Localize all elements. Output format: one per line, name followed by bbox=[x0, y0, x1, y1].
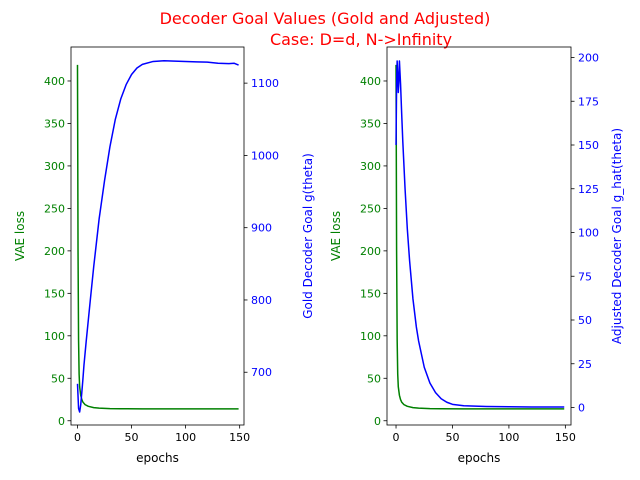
x-tick-label: 50 bbox=[445, 431, 459, 444]
y-right-tick-label: 25 bbox=[578, 358, 592, 371]
y-right-tick-label: 200 bbox=[578, 52, 599, 65]
y-left-tick-label: 50 bbox=[367, 372, 381, 385]
y-left-tick-label: 300 bbox=[44, 160, 65, 173]
y-right-tick-label: 900 bbox=[251, 222, 272, 235]
y-left-tick-label: 400 bbox=[44, 75, 65, 88]
y-left-tick-label: 200 bbox=[44, 245, 65, 258]
y-right-tick-label: 1100 bbox=[251, 77, 279, 90]
y-left-tick-label: 250 bbox=[360, 202, 381, 215]
y-left-tick-label: 250 bbox=[44, 202, 65, 215]
figure-title-line1: Decoder Goal Values (Gold and Adjusted) bbox=[160, 9, 491, 28]
y-left-tick-label: 100 bbox=[360, 330, 381, 343]
y-left-tick-label: 150 bbox=[360, 287, 381, 300]
y-left-tick-label: 0 bbox=[58, 415, 65, 428]
y-right-tick-label: 800 bbox=[251, 294, 272, 307]
plot-frame bbox=[386, 46, 572, 426]
y-right-tick-label: 125 bbox=[578, 183, 599, 196]
y-right-tick-label: 175 bbox=[578, 95, 599, 108]
figure-title-line2: Case: D=d, N->Infinity bbox=[270, 30, 452, 49]
y-left-tick-label: 50 bbox=[51, 372, 65, 385]
x-tick-label: 0 bbox=[393, 431, 400, 444]
y-left-tick-label: 300 bbox=[360, 160, 381, 173]
x-axis-label: epochs bbox=[136, 451, 179, 465]
y-left-tick-label: 100 bbox=[44, 330, 65, 343]
series-line-right-1 bbox=[76, 59, 239, 413]
y-right-tick-label: 75 bbox=[578, 270, 592, 283]
y-right-axis-label: Adjusted Decoder Goal g_hat(theta) bbox=[610, 128, 624, 344]
x-tick-label: 100 bbox=[498, 431, 519, 444]
x-axis-label: epochs bbox=[458, 451, 501, 465]
y-left-axis-label: VAE loss bbox=[329, 211, 343, 261]
x-tick-label: 50 bbox=[125, 431, 139, 444]
y-left-axis-label: VAE loss bbox=[13, 211, 27, 261]
y-left-tick-label: 350 bbox=[360, 117, 381, 130]
y-left-tick-label: 400 bbox=[360, 75, 381, 88]
y-left-tick-label: 0 bbox=[374, 415, 381, 428]
series-line-right-2 bbox=[395, 60, 565, 408]
y-right-tick-label: 150 bbox=[578, 139, 599, 152]
x-tick-label: 0 bbox=[74, 431, 81, 444]
y-left-tick-label: 150 bbox=[44, 287, 65, 300]
series-line-left-2 bbox=[395, 64, 565, 410]
chart-panel-2: 0 50 100 150 0 50 100 150 200 250 300 350 400 0 25 50 75… bbox=[329, 46, 624, 465]
y-right-tick-label: 100 bbox=[578, 227, 599, 240]
y-left-tick-label: 200 bbox=[360, 245, 381, 258]
y-left-tick-label: 350 bbox=[44, 117, 65, 130]
chart-panel-1: 0 50 100 150 0 50 100 150 200 250 300 350 400 700 800 9… bbox=[13, 46, 315, 465]
x-tick-label: 150 bbox=[229, 431, 250, 444]
x-tick-label: 150 bbox=[555, 431, 576, 444]
y-right-tick-label: 700 bbox=[251, 366, 272, 379]
y-right-tick-label: 0 bbox=[578, 402, 585, 415]
y-right-axis-label: Gold Decoder Goal g(theta) bbox=[301, 153, 315, 319]
x-tick-label: 100 bbox=[175, 431, 196, 444]
series-line-left-1 bbox=[76, 64, 239, 410]
y-right-tick-label: 50 bbox=[578, 314, 592, 327]
plot-frame bbox=[70, 46, 245, 426]
y-right-tick-label: 1000 bbox=[251, 149, 279, 162]
